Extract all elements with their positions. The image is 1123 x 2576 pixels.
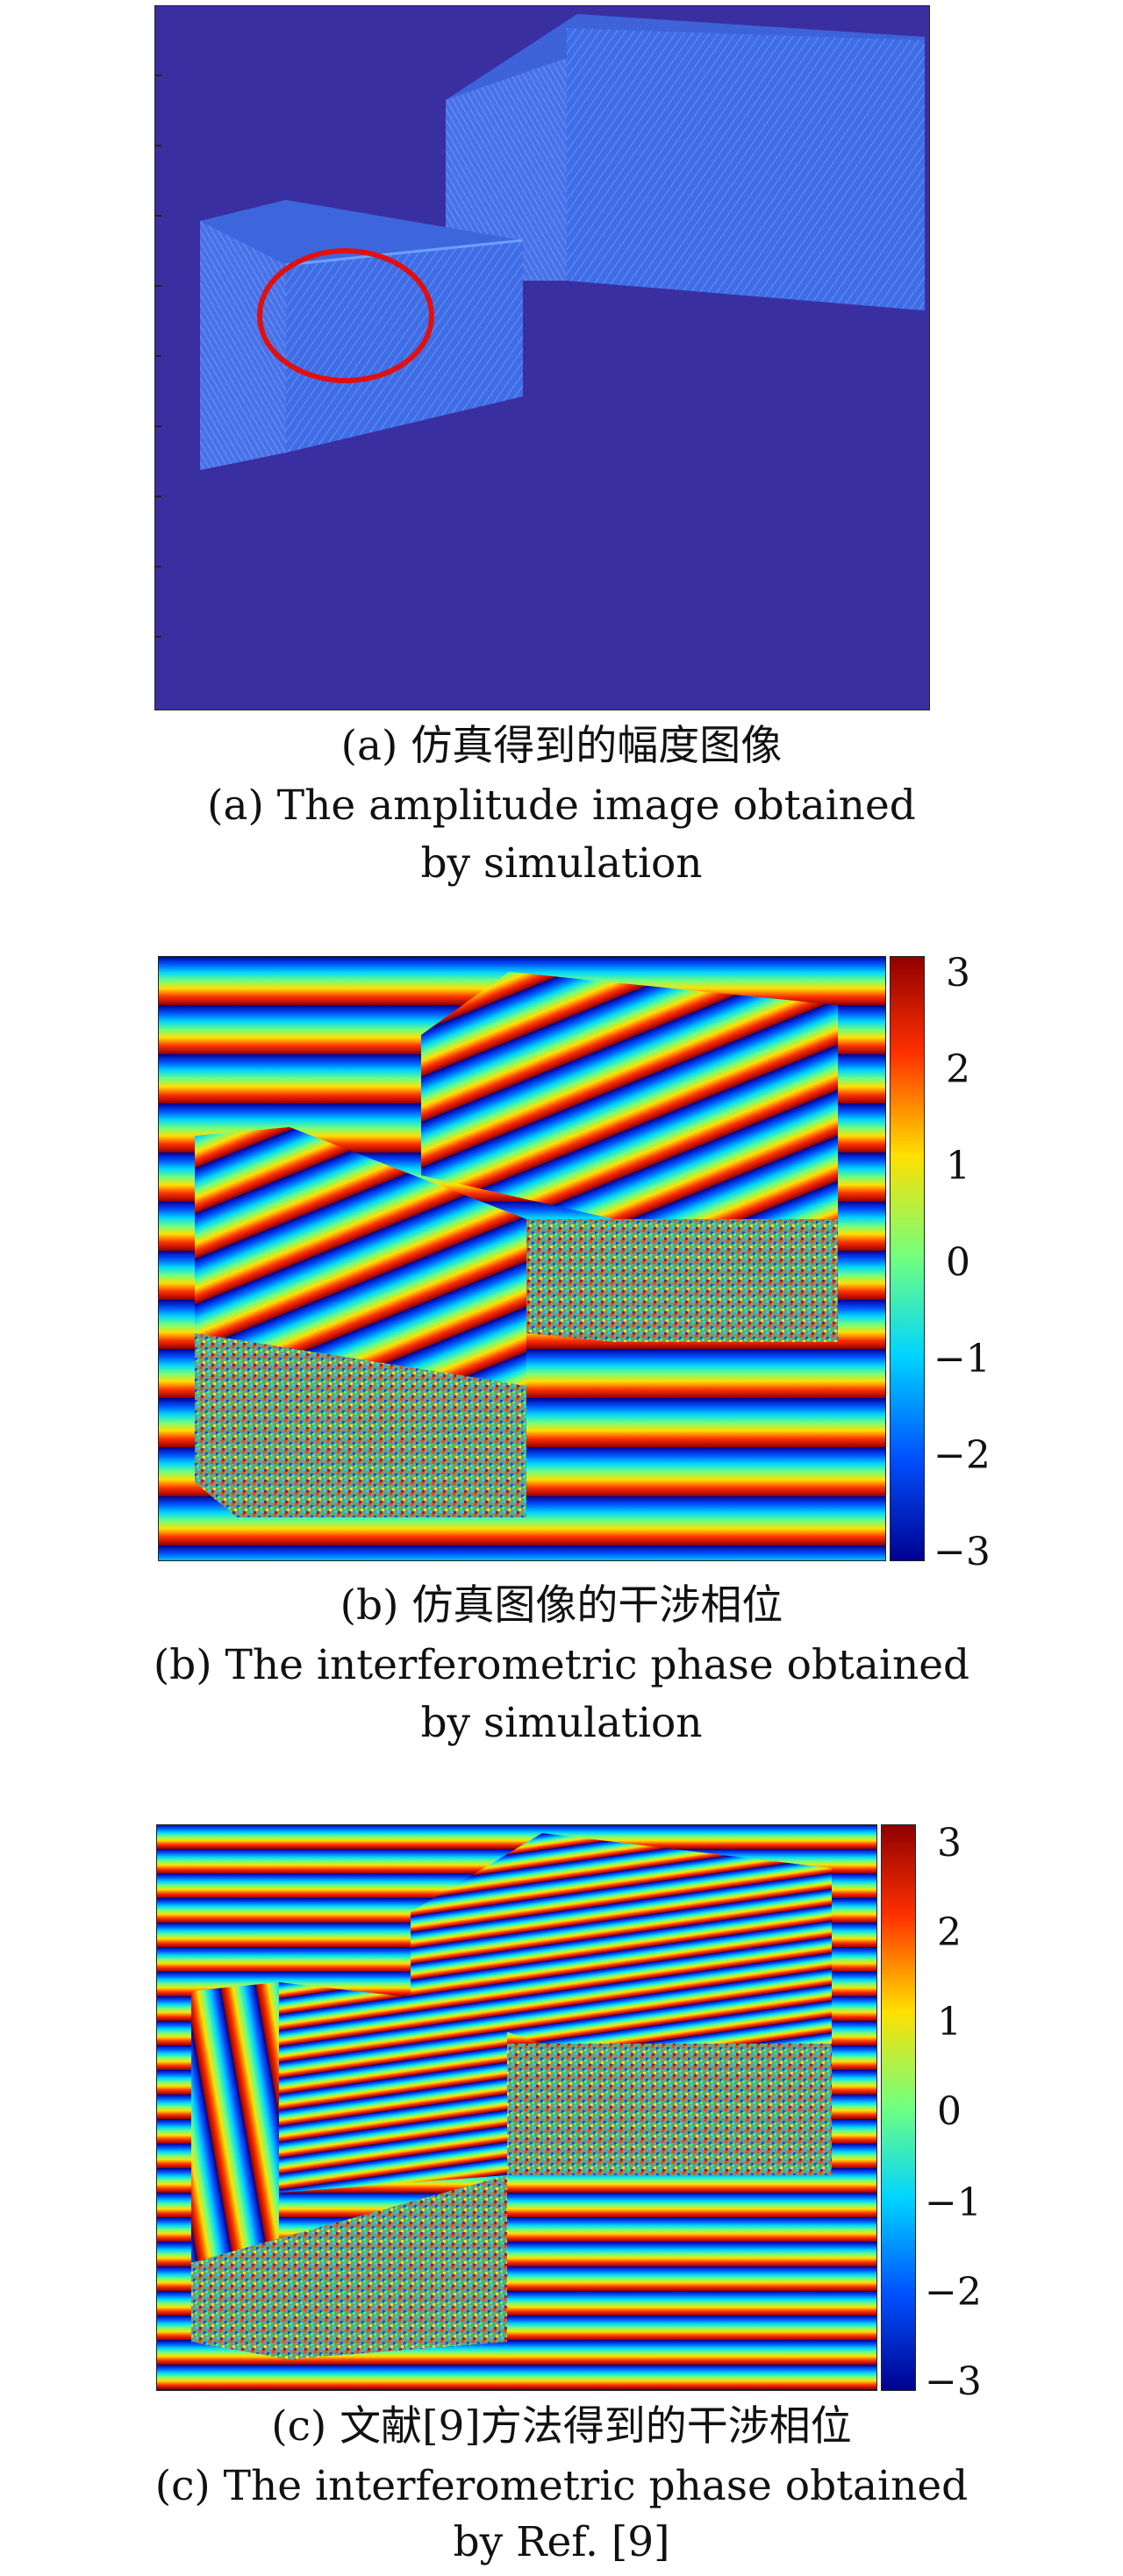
caption-a-en-line2: by simulation (420, 839, 703, 888)
colorbar-c-tick-m3: −3 (925, 2359, 982, 2404)
caption-b-cn: (b) 仿真图像的干涉相位 (340, 1581, 783, 1630)
amplitude-image (154, 5, 930, 710)
left-structure-noise (191, 2175, 507, 2359)
left-structure-top (195, 1127, 526, 1386)
caption-b-en-line2: by simulation (420, 1699, 703, 1747)
colorbar-c-tick-m1: −1 (925, 2180, 982, 2225)
right-structure-top (421, 972, 838, 1219)
phase-image-b (158, 956, 886, 1561)
colorbar-b-tick-m1: −1 (933, 1337, 991, 1381)
colorbar-c-tick-1: 1 (937, 2000, 962, 2044)
left-structure-fine-fringes (279, 1982, 507, 2193)
colorbar-c (881, 1824, 916, 2391)
colorbar-c-tick-2: 2 (937, 1910, 962, 1955)
left-structure-noise (195, 1333, 526, 1517)
right-structure-fine-fringes (411, 1833, 832, 2044)
colorbar-b-tick-3: 3 (946, 951, 970, 995)
colorbar-b-tick-m3: −3 (933, 1530, 991, 1574)
phase-image-c (156, 1824, 877, 2391)
highlight-circle (257, 248, 434, 383)
right-box-front-face (567, 28, 925, 310)
right-box-left-face (446, 58, 567, 281)
left-box-front-face (286, 240, 523, 453)
left-box-left-face (200, 200, 286, 470)
caption-c-en-line1: (c) The interferometric phase obtained (154, 2462, 969, 2510)
colorbar-b-tick-2: 2 (946, 1047, 970, 1092)
colorbar-b-tick-m2: −2 (933, 1433, 991, 1478)
colorbar-b-tick-1: 1 (946, 1144, 970, 1188)
colorbar-c-tick-3: 3 (937, 1821, 962, 1866)
right-structure-noise (507, 2044, 832, 2175)
caption-a-en-line1: (a) The amplitude image obtained (207, 781, 916, 830)
colorbar-c-tick-0: 0 (937, 2089, 962, 2134)
caption-c-cn: (c) 文献[9]方法得到的干涉相位 (271, 2402, 852, 2451)
caption-c-en-line2: by Ref. [9] (453, 2518, 670, 2566)
left-structure-vertical-fringes (191, 1982, 279, 2263)
colorbar-b-tick-0: 0 (946, 1240, 970, 1285)
caption-b-en-line1: (b) The interferometric phase obtained (153, 1641, 970, 1689)
caption-a-cn: (a) 仿真得到的幅度图像 (340, 722, 783, 770)
colorbar-b (890, 956, 925, 1561)
colorbar-c-tick-m2: −2 (925, 2270, 982, 2315)
right-structure-noise (526, 1219, 838, 1342)
